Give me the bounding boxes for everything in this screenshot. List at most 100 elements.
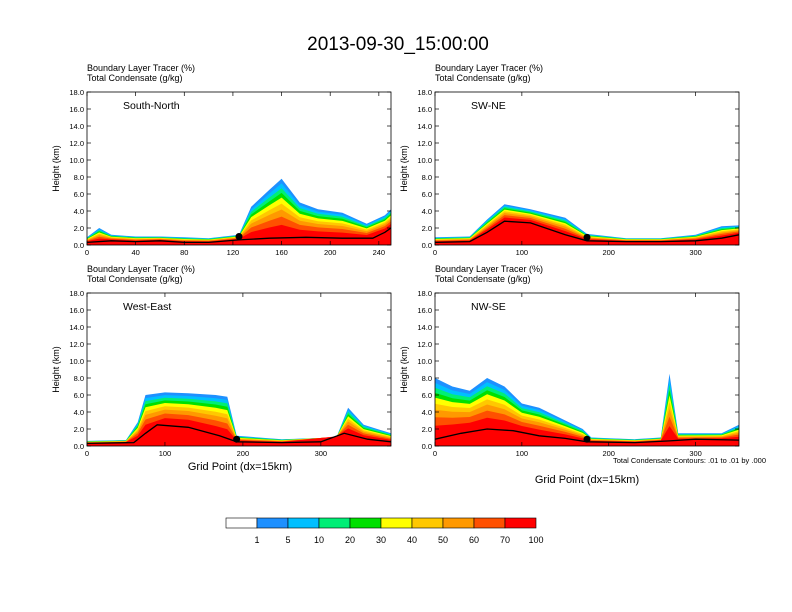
colorbar: 1 5 10 20 30 40 50 60 70 100 <box>225 517 544 545</box>
y-tick-label: 12.0 <box>69 340 84 349</box>
panel-subtitle-condensate: Total Condensate (g/kg) <box>435 274 531 284</box>
x-tick-label: 100 <box>516 248 529 257</box>
colorbar-label: 50 <box>438 535 448 545</box>
x-tick-label: 0 <box>433 248 437 257</box>
plot-area <box>87 392 391 446</box>
panel-label: SW-NE <box>471 100 506 112</box>
y-tick-label: 16.0 <box>69 105 84 114</box>
panel-west-east: Boundary Layer Tracer (%)Total Condensat… <box>51 264 392 458</box>
location-marker <box>583 233 591 241</box>
y-tick-label: 10.0 <box>417 357 432 366</box>
location-marker <box>233 435 241 443</box>
x-axis-label-right: Grid Point (dx=15km) <box>535 474 639 486</box>
y-tick-label: 12.0 <box>417 340 432 349</box>
x-tick-label: 240 <box>373 248 386 257</box>
x-tick-label: 0 <box>85 248 89 257</box>
terrain-line <box>435 428 739 444</box>
plot-area <box>435 204 739 245</box>
tracer-layer-8 <box>435 217 739 245</box>
x-axis-label-left: Grid Point (dx=15km) <box>188 461 292 473</box>
panel-label: South-North <box>123 100 180 112</box>
y-tick-label: 18.0 <box>417 289 432 298</box>
colorbar-label: 100 <box>528 535 543 545</box>
y-tick-label: 6.0 <box>74 190 84 199</box>
x-tick-label: 0 <box>85 449 89 458</box>
panel-subtitle-tracer: Boundary Layer Tracer (%) <box>435 63 543 73</box>
colorbar-box <box>411 517 444 529</box>
y-tick-label: 10.0 <box>69 357 84 366</box>
y-tick-label: 0.0 <box>422 442 432 451</box>
y-tick-label: 16.0 <box>417 306 432 315</box>
x-tick-label: 200 <box>602 248 615 257</box>
panel-label: NW-SE <box>471 301 506 313</box>
y-axis-label: Height (km) <box>51 145 61 192</box>
tracer-layer-8 <box>87 223 391 245</box>
y-tick-label: 6.0 <box>422 190 432 199</box>
y-tick-label: 14.0 <box>417 323 432 332</box>
plot-area <box>87 178 391 245</box>
y-tick-label: 8.0 <box>74 173 84 182</box>
colorbar-label: 5 <box>285 535 290 545</box>
colorbar-label: 30 <box>376 535 386 545</box>
plot-area <box>435 373 739 446</box>
y-tick-label: 12.0 <box>417 139 432 148</box>
y-tick-label: 8.0 <box>422 374 432 383</box>
y-tick-label: 14.0 <box>69 122 84 131</box>
colorbar-box <box>287 517 320 529</box>
colorbar-label: 20 <box>345 535 355 545</box>
panel-label: West-East <box>123 301 171 313</box>
y-tick-label: 4.0 <box>74 408 84 417</box>
figure-title: 2013-09-30_15:00:00 <box>307 34 489 55</box>
plot-frame <box>86 292 392 447</box>
location-marker <box>583 435 591 443</box>
y-tick-label: 6.0 <box>74 391 84 400</box>
plot-frame <box>434 292 740 447</box>
colorbar-box <box>318 517 351 529</box>
x-tick-label: 100 <box>516 449 529 458</box>
panel-nw-se: Boundary Layer Tracer (%)Total Condensat… <box>399 264 740 458</box>
y-tick-label: 10.0 <box>417 156 432 165</box>
plot-frame <box>434 91 740 246</box>
colorbar-label: 10 <box>314 535 324 545</box>
panel-subtitle-condensate: Total Condensate (g/kg) <box>87 274 183 284</box>
terrain-line <box>87 424 391 445</box>
y-tick-label: 14.0 <box>417 122 432 131</box>
y-tick-label: 8.0 <box>422 173 432 182</box>
y-tick-label: 16.0 <box>69 306 84 315</box>
y-tick-label: 0.0 <box>74 442 84 451</box>
y-tick-label: 2.0 <box>422 224 432 233</box>
colorbar-box <box>256 517 289 529</box>
y-tick-label: 16.0 <box>417 105 432 114</box>
y-tick-label: 12.0 <box>69 139 84 148</box>
x-tick-label: 100 <box>159 449 172 458</box>
x-tick-label: 160 <box>275 248 288 257</box>
x-tick-label: 300 <box>315 449 328 458</box>
panel-group: Boundary Layer Tracer (%)Total Condensat… <box>51 63 740 458</box>
y-tick-label: 18.0 <box>69 88 84 97</box>
x-tick-label: 0 <box>433 449 437 458</box>
colorbar-label: 70 <box>500 535 510 545</box>
colorbar-label: 40 <box>407 535 417 545</box>
colorbar-label: 1 <box>254 535 259 545</box>
colorbar-box <box>380 517 413 529</box>
location-marker <box>235 233 243 240</box>
x-tick-label: 300 <box>689 248 702 257</box>
panel-subtitle-condensate: Total Condensate (g/kg) <box>435 73 531 83</box>
x-tick-label: 200 <box>324 248 337 257</box>
panel-subtitle-tracer: Boundary Layer Tracer (%) <box>87 63 195 73</box>
y-tick-label: 4.0 <box>422 207 432 216</box>
x-tick-label: 200 <box>237 449 250 458</box>
colorbar-box <box>473 517 506 529</box>
y-tick-label: 4.0 <box>74 207 84 216</box>
y-tick-label: 18.0 <box>69 289 84 298</box>
tracer-layer-8 <box>435 417 739 446</box>
panel-subtitle-tracer: Boundary Layer Tracer (%) <box>87 264 195 274</box>
colorbar-box <box>349 517 382 529</box>
colorbar-label: 60 <box>469 535 479 545</box>
y-tick-label: 10.0 <box>69 156 84 165</box>
y-axis-label: Height (km) <box>399 346 409 393</box>
y-tick-label: 8.0 <box>74 374 84 383</box>
panel-south-north: Boundary Layer Tracer (%)Total Condensat… <box>51 63 392 257</box>
contour-note: Total Condensate Contours: .01 to .01 by… <box>613 456 766 465</box>
